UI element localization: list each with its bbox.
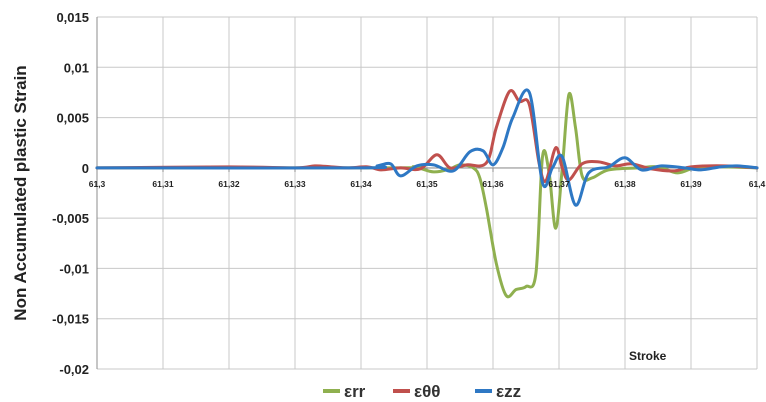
series-line-2 [95,88,759,207]
y-tick-label: 0 [82,161,89,176]
y-axis-label: Non Accumulated plastic Strain [11,65,30,320]
x-tick-label: 61,39 [680,179,702,189]
y-tick-label: -0,01 [59,261,89,276]
y-tick-label: 0,01 [64,60,89,75]
y-tick-labels: 0,015 0,01 0,005 0 -0,005 -0,01 -0,015 -0,02 [52,10,89,377]
y-tick-label: 0,015 [56,10,89,25]
x-axis-label: Stroke [629,349,667,363]
chart-grid [96,16,758,370]
y-tick-label: -0,015 [52,312,89,327]
legend-label-0: εrr [344,382,366,401]
x-tick-label: 61,36 [482,179,504,189]
legend-label-2: εzz [496,382,521,401]
y-tick-label: 0,005 [56,111,89,126]
series-layer [95,88,759,299]
y-tick-label: -0,02 [59,362,89,377]
x-tick-label: 61,32 [218,179,240,189]
x-tick-label: 61,37 [548,179,570,189]
x-tick-labels: 61,3 61,31 61,32 61,33 61,34 61,35 61,36 61,37 6… [89,179,766,189]
x-tick-label: 61,34 [350,179,372,189]
x-tick-label: 61,33 [284,179,306,189]
legend-label-1: εθθ [414,382,440,401]
x-tick-label: 61,31 [152,179,174,189]
x-tick-label: 61,38 [614,179,636,189]
x-tick-label: 61,35 [416,179,438,189]
x-tick-label: 61,3 [89,179,106,189]
x-tick-label: 61,4 [749,179,766,189]
legend: εrr εθθ εzz [323,382,521,401]
y-tick-label: -0,005 [52,211,89,226]
